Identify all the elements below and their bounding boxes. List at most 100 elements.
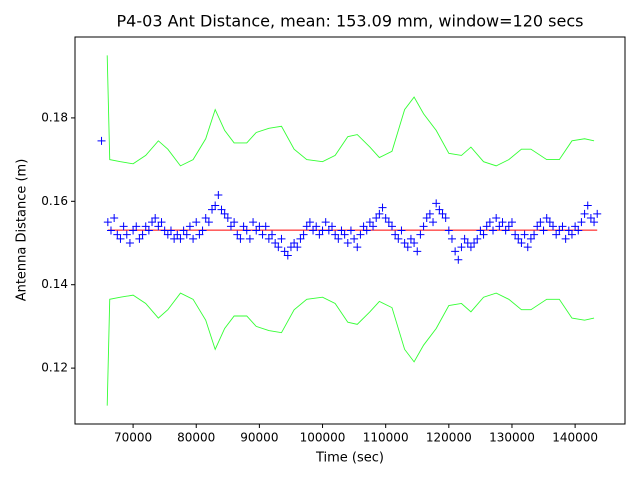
data-point xyxy=(435,205,444,214)
data-point xyxy=(422,213,431,222)
data-point xyxy=(116,234,125,243)
data-point xyxy=(148,218,157,227)
data-point xyxy=(381,213,390,222)
data-point xyxy=(369,222,378,231)
data-point xyxy=(204,218,213,227)
data-point xyxy=(151,213,160,222)
data-point xyxy=(359,222,368,231)
data-point xyxy=(305,218,314,227)
data-point xyxy=(378,203,387,212)
data-point xyxy=(504,222,513,231)
data-point xyxy=(362,226,371,235)
data-point xyxy=(271,239,280,248)
x-tick-label: 110000 xyxy=(363,431,409,445)
y-tick-label: 0.12 xyxy=(41,361,68,375)
data-point xyxy=(498,218,507,227)
data-point xyxy=(507,218,516,227)
data-point xyxy=(558,222,567,231)
data-point xyxy=(154,222,163,231)
data-point xyxy=(482,222,491,231)
data-point xyxy=(583,201,592,210)
data-point xyxy=(350,234,359,243)
data-point xyxy=(226,222,235,231)
data-point xyxy=(526,234,535,243)
data-point xyxy=(119,222,128,231)
data-point xyxy=(419,222,428,231)
data-point xyxy=(530,230,539,239)
data-point xyxy=(387,222,396,231)
data-point xyxy=(413,247,422,256)
y-tick-label: 0.14 xyxy=(41,277,68,291)
data-point xyxy=(489,226,498,235)
data-point xyxy=(466,243,475,252)
data-point xyxy=(457,243,466,252)
data-point xyxy=(353,243,362,252)
data-point xyxy=(444,226,453,235)
data-point xyxy=(201,213,210,222)
data-point xyxy=(514,234,523,243)
x-tick-label: 80000 xyxy=(177,431,215,445)
data-point xyxy=(555,226,564,235)
data-point xyxy=(208,205,217,214)
data-point xyxy=(406,234,415,243)
data-point xyxy=(249,218,258,227)
data-point xyxy=(564,226,573,235)
data-point xyxy=(312,222,321,231)
data-point xyxy=(346,226,355,235)
data-point xyxy=(340,230,349,239)
data-point xyxy=(223,213,232,222)
data-point xyxy=(485,218,494,227)
data-point xyxy=(454,255,463,264)
data-point xyxy=(372,213,381,222)
data-point xyxy=(391,230,400,239)
data-point xyxy=(343,239,352,248)
data-point xyxy=(331,230,340,239)
data-point xyxy=(258,230,267,239)
data-point xyxy=(432,199,441,208)
data-point xyxy=(542,213,551,222)
data-point xyxy=(501,226,510,235)
data-point xyxy=(157,218,166,227)
data-point xyxy=(577,218,586,227)
data-point xyxy=(470,239,479,248)
data-point xyxy=(144,226,153,235)
data-point xyxy=(511,230,520,239)
data-point xyxy=(283,251,292,260)
data-point xyxy=(567,230,576,239)
data-point xyxy=(410,239,419,248)
data-point xyxy=(473,234,482,243)
y-tick-label: 0.16 xyxy=(41,194,68,208)
data-point xyxy=(324,226,333,235)
data-point xyxy=(495,222,504,231)
data-point xyxy=(447,234,456,243)
x-tick-label: 140000 xyxy=(552,431,598,445)
data-point xyxy=(182,230,191,239)
x-tick-label: 100000 xyxy=(300,431,346,445)
data-point xyxy=(492,213,501,222)
data-point xyxy=(233,230,242,239)
data-point xyxy=(400,239,409,248)
data-point xyxy=(571,222,580,231)
data-point xyxy=(217,205,226,214)
data-point xyxy=(192,218,201,227)
data-point xyxy=(280,247,289,256)
data-point xyxy=(185,222,194,231)
data-point xyxy=(125,239,134,248)
data-point xyxy=(166,226,175,235)
data-point xyxy=(479,230,488,239)
data-point xyxy=(394,234,403,243)
data-point xyxy=(274,243,283,252)
data-point xyxy=(590,218,599,227)
data-point xyxy=(268,230,277,239)
data-point xyxy=(328,222,337,231)
data-point xyxy=(299,230,308,239)
data-point xyxy=(252,226,261,235)
data-point xyxy=(236,234,245,243)
data-point xyxy=(176,234,185,243)
data-point xyxy=(356,230,365,239)
data-point xyxy=(460,234,469,243)
data-point xyxy=(239,222,248,231)
